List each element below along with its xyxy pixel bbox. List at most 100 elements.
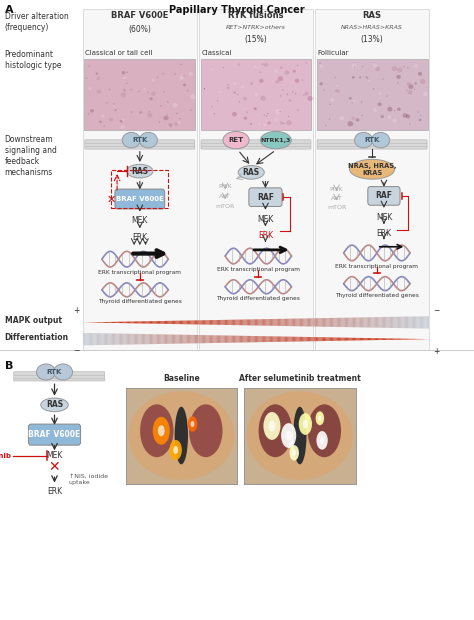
Ellipse shape [233,91,236,94]
Polygon shape [374,338,375,340]
Polygon shape [113,322,114,323]
Polygon shape [379,339,381,340]
Polygon shape [326,337,328,341]
Polygon shape [195,321,196,324]
Ellipse shape [373,108,377,112]
FancyBboxPatch shape [115,189,164,209]
Ellipse shape [109,118,113,122]
FancyBboxPatch shape [199,9,313,350]
Polygon shape [328,318,330,327]
Polygon shape [250,336,251,342]
Text: AKT: AKT [219,194,231,199]
Polygon shape [299,319,300,326]
Polygon shape [271,319,272,326]
Polygon shape [245,319,246,326]
Polygon shape [375,317,376,327]
Polygon shape [400,317,401,328]
Ellipse shape [352,102,353,104]
Polygon shape [263,336,264,342]
Ellipse shape [282,89,284,91]
Polygon shape [400,339,401,340]
Polygon shape [184,321,186,324]
Polygon shape [134,322,135,324]
Polygon shape [229,335,230,343]
Polygon shape [294,319,295,326]
Polygon shape [261,319,262,326]
Polygon shape [338,337,339,341]
Polygon shape [283,319,285,326]
Ellipse shape [147,92,149,93]
Polygon shape [336,318,337,327]
Polygon shape [176,321,178,324]
Text: RAS: RAS [363,11,382,20]
Polygon shape [301,319,302,326]
Polygon shape [401,317,402,328]
Ellipse shape [130,89,132,91]
Polygon shape [357,317,359,327]
Polygon shape [369,338,370,340]
Text: Papillary Thyroid Cancer: Papillary Thyroid Cancer [169,5,305,15]
Polygon shape [122,322,123,323]
Text: ERK transcriptional program: ERK transcriptional program [335,264,419,269]
Polygon shape [99,333,100,345]
Polygon shape [405,317,406,328]
Text: +: + [73,306,79,315]
Ellipse shape [149,111,150,112]
Polygon shape [401,339,402,340]
Polygon shape [323,337,324,341]
Ellipse shape [356,118,359,122]
Ellipse shape [288,116,289,117]
Ellipse shape [264,123,267,126]
Polygon shape [247,336,248,342]
Polygon shape [382,317,383,328]
Polygon shape [164,334,165,344]
Polygon shape [182,321,183,324]
Polygon shape [308,337,309,341]
Ellipse shape [123,77,126,79]
Polygon shape [163,334,164,344]
Ellipse shape [283,123,285,124]
Ellipse shape [241,86,244,88]
Ellipse shape [349,97,352,100]
Ellipse shape [90,109,94,113]
Polygon shape [369,317,370,327]
Polygon shape [262,336,263,342]
Polygon shape [171,335,172,343]
Polygon shape [152,334,153,344]
Ellipse shape [407,68,409,69]
Polygon shape [384,317,385,328]
Polygon shape [94,333,96,345]
Polygon shape [160,321,161,324]
Ellipse shape [158,425,164,436]
Ellipse shape [361,101,362,102]
Polygon shape [167,334,168,344]
Polygon shape [129,334,130,345]
Polygon shape [152,321,153,324]
Polygon shape [104,322,105,323]
Polygon shape [92,333,93,345]
Polygon shape [371,338,373,340]
Polygon shape [250,319,251,326]
Polygon shape [248,319,249,326]
Polygon shape [96,333,97,345]
Polygon shape [311,337,312,341]
Ellipse shape [362,66,363,67]
Ellipse shape [262,63,264,66]
Polygon shape [240,336,241,342]
Polygon shape [121,334,122,345]
Polygon shape [394,317,395,328]
Polygon shape [142,321,143,324]
Polygon shape [392,339,393,340]
Polygon shape [264,336,265,342]
Ellipse shape [168,124,172,128]
Polygon shape [107,322,109,323]
Polygon shape [391,339,392,340]
Polygon shape [387,339,389,340]
Text: (13%): (13%) [361,35,383,44]
Ellipse shape [292,92,293,93]
Polygon shape [161,321,163,324]
Text: +: + [433,347,439,356]
FancyBboxPatch shape [201,140,311,149]
Polygon shape [344,317,345,327]
Polygon shape [220,335,221,343]
